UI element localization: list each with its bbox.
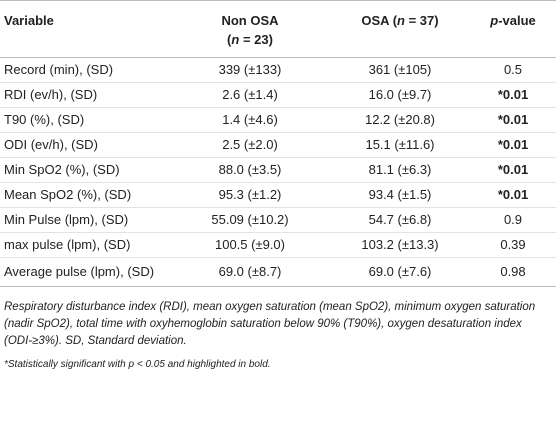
value-cell: 93.4 (±1.5) [330,182,470,208]
header-text: n [231,32,240,47]
value-cell: 0.98 [470,257,556,287]
header-text: OSA ( [361,13,398,28]
table-row: max pulse (lpm), (SD) 100.5 (±9.0) 103.2 (… [0,232,556,258]
header-text: n [397,13,405,28]
value-cell: 16.0 (±9.7) [330,82,470,108]
value-cell: 0.5 [470,57,556,83]
value-cell: *0.01 [470,157,556,183]
header-text: -value [498,13,536,28]
header-text: = 37) [404,13,439,28]
variable-cell: Min SpO2 (%), (SD) [0,157,170,183]
table-body: Record (min), (SD) 339 (±133) 361 (±105) 0.… [0,57,556,287]
value-cell: 69.0 (±8.7) [170,257,330,287]
value-cell: 55.09 (±10.2) [170,207,330,233]
variable-cell: max pulse (lpm), (SD) [0,232,170,258]
header-text: p [490,13,499,28]
value-cell: 54.7 (±6.8) [330,207,470,233]
value-cell: *0.01 [470,182,556,208]
table-header: Variable Non OSA (n = 23) OSA (n = 37) p-… [0,0,556,58]
header-cell: p-value [470,1,556,58]
table-row: T90 (%), (SD) 1.4 (±4.6) 12.2 (±20.8) *0.01 [0,107,556,133]
variable-cell: Min Pulse (lpm), (SD) [0,207,170,233]
table-row: Min SpO2 (%), (SD) 88.0 (±3.5) 81.1 (±6.3)… [0,157,556,183]
variable-cell: Mean SpO2 (%), (SD) [0,182,170,208]
header-text: = 23) [239,32,273,47]
value-cell: 0.39 [470,232,556,258]
value-cell: 103.2 (±13.3) [330,232,470,258]
footnotes: Respiratory disturbance index (RDI), mea… [0,287,556,373]
value-cell: 0.9 [470,207,556,233]
value-cell: 339 (±133) [170,57,330,83]
value-cell: *0.01 [470,132,556,158]
value-cell: 95.3 (±1.2) [170,182,330,208]
value-cell: *0.01 [470,82,556,108]
table-row: Record (min), (SD) 339 (±133) 361 (±105) 0.… [0,57,556,83]
table-row: Average pulse (lpm), (SD) 69.0 (±8.7) 69.0… [0,257,556,287]
header-text: Non OSA [221,13,279,28]
data-table: Variable Non OSA (n = 23) OSA (n = 37) p-… [0,0,556,287]
variable-cell: Record (min), (SD) [0,57,170,83]
variable-cell: T90 (%), (SD) [0,107,170,133]
variable-cell: ODI (ev/h), (SD) [0,132,170,158]
header-text: ( [227,32,232,47]
header-cell: Non OSA (n = 23) [170,1,330,58]
table-row: ODI (ev/h), (SD) 2.5 (±2.0) 15.1 (±11.6) *0… [0,132,556,158]
variable-cell: Average pulse (lpm), (SD) [0,257,170,287]
header-cell: Variable [0,1,170,58]
footnote: Respiratory disturbance index (RDI), mea… [4,301,536,347]
table-row: Min Pulse (lpm), (SD) 55.09 (±10.2) 54.7 (… [0,207,556,233]
header-row: Variable Non OSA (n = 23) OSA (n = 37) p-… [0,0,556,58]
table-row: Mean SpO2 (%), (SD) 95.3 (±1.2) 93.4 (±1.5… [0,182,556,208]
table-row: RDI (ev/h), (SD) 2.6 (±1.4) 16.0 (±9.7) *0.… [0,82,556,108]
value-cell: 2.6 (±1.4) [170,82,330,108]
value-cell: 361 (±105) [330,57,470,83]
footnote: *Statistically significant with p < 0.05… [4,359,271,370]
value-cell: *0.01 [470,107,556,133]
value-cell: 15.1 (±11.6) [330,132,470,158]
value-cell: 1.4 (±4.6) [170,107,330,133]
value-cell: 2.5 (±2.0) [170,132,330,158]
value-cell: 100.5 (±9.0) [170,232,330,258]
header-text: Variable [4,13,54,28]
header-cell: OSA (n = 37) [330,1,470,58]
value-cell: 81.1 (±6.3) [330,157,470,183]
value-cell: 12.2 (±20.8) [330,107,470,133]
value-cell: 69.0 (±7.6) [330,257,470,287]
variable-cell: RDI (ev/h), (SD) [0,82,170,108]
value-cell: 88.0 (±3.5) [170,157,330,183]
